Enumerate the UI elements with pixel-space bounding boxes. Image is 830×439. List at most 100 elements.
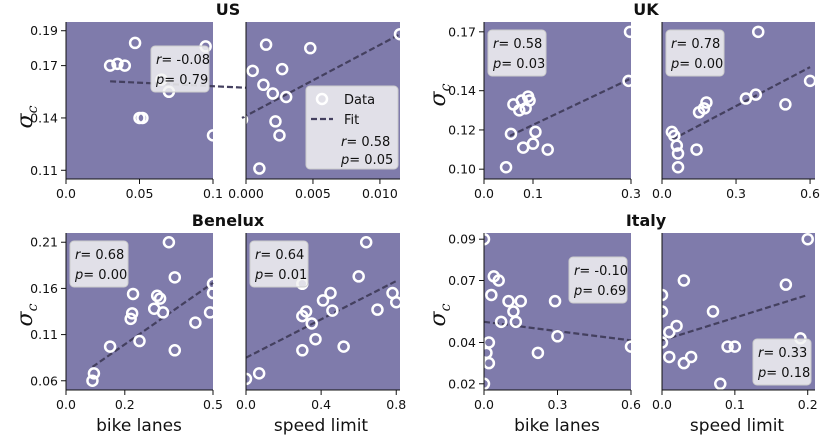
x-tick-label: 0.2 — [115, 397, 135, 412]
data-point — [128, 36, 142, 50]
x-tick-label: 0.1 — [203, 186, 223, 201]
x-tick-label: 0.1 — [523, 186, 543, 201]
y-axis-label-bottom: σc — [13, 303, 41, 326]
chart-title: Italy — [626, 211, 667, 230]
data-point — [359, 235, 373, 249]
data-point — [156, 306, 170, 319]
x-tick-label: 0.0 — [474, 186, 494, 201]
x-tick-label: 0.0 — [56, 397, 76, 412]
data-point — [168, 344, 182, 357]
x-tick-label: 0.4 — [311, 397, 331, 412]
x-tick-label: 0.2 — [798, 397, 818, 412]
data-point — [309, 332, 322, 346]
data-point — [352, 270, 365, 283]
x-tick-label: 0.0 — [56, 186, 76, 201]
data-point — [103, 340, 117, 353]
x-axis-label-bike-left: bike lanes — [96, 416, 182, 436]
data-point — [126, 287, 140, 301]
stat-p: p= 0.00 — [74, 268, 127, 283]
y-tick-label: 0.06 — [30, 373, 58, 388]
y-tick-label: 0.07 — [448, 273, 476, 288]
data-point — [514, 294, 527, 308]
data-point — [316, 294, 330, 307]
data-point — [684, 350, 698, 364]
data-point — [299, 305, 313, 318]
x-tick-label: 0.6 — [621, 397, 641, 412]
x-tick-label: 0.3 — [726, 186, 746, 201]
data-point — [751, 25, 765, 39]
data-point — [206, 129, 220, 142]
data-point — [485, 288, 498, 302]
x-tick-label: 0.0 — [236, 397, 256, 412]
data-point — [523, 94, 536, 107]
data-point — [150, 289, 164, 303]
fit-line — [245, 280, 397, 359]
stat-r: r= 0.68 — [75, 248, 124, 263]
data-point — [499, 160, 513, 174]
data-point — [779, 98, 792, 111]
data-point — [87, 367, 101, 380]
x-axis-label-bike-right: bike lanes — [514, 416, 600, 436]
y-tick-label: 0.16 — [30, 281, 58, 296]
data-point — [531, 346, 545, 360]
data-point — [86, 374, 99, 388]
data-point — [803, 74, 817, 88]
stats-box — [150, 45, 210, 93]
legend-data-marker — [315, 92, 329, 106]
y-tick-label: 0.21 — [30, 235, 58, 250]
y-tick-label: 0.04 — [448, 335, 476, 350]
data-point — [257, 78, 270, 92]
stats-box — [487, 29, 547, 77]
data-point — [494, 315, 508, 329]
data-point — [697, 102, 711, 115]
panel-uk-speed-limit: 0.0 0.3 0.6 r= 0.78 p= 0.00 — [652, 22, 820, 201]
data-point — [671, 147, 685, 160]
stats-box — [665, 29, 725, 77]
data-point — [153, 292, 167, 305]
data-point — [371, 303, 384, 316]
data-point — [526, 137, 540, 150]
x-axis-label-speed-right: speed limit — [690, 416, 784, 436]
x-tick-label: 0.005 — [295, 186, 331, 201]
panel-benelux-speed-limit: 0.0 0.4 0.8 r= 0.64 p= 0.01 — [236, 233, 406, 412]
stat-p: p= 0.69 — [573, 284, 626, 299]
y-tick-label: 0.12 — [448, 122, 476, 137]
data-point — [623, 25, 637, 39]
data-point — [269, 115, 282, 128]
data-point — [252, 367, 266, 380]
legend-fit-label: Fit — [344, 113, 359, 128]
data-point — [671, 160, 685, 174]
data-point — [690, 143, 703, 156]
fit-line — [509, 77, 631, 137]
y-tick-label: 0.02 — [448, 376, 476, 391]
chart-title: US — [216, 0, 241, 19]
data-point — [492, 274, 505, 287]
data-point — [266, 87, 280, 100]
data-point — [677, 356, 691, 370]
data-point — [663, 325, 676, 339]
stat-p: p= 0.01 — [254, 268, 307, 283]
y-tick-label: 0.11 — [30, 327, 58, 342]
stat-p: p= 0.03 — [492, 57, 545, 72]
stat-r: r= 0.33 — [758, 346, 807, 361]
data-point — [235, 113, 249, 126]
data-point — [136, 111, 149, 125]
x-tick-label: 0.6 — [800, 186, 820, 201]
panels: US 0.0 0.05 0.1 0.11 0.14 0.17 0.19 r= -0.08 p= 0… — [30, 0, 820, 412]
data-point — [509, 315, 523, 329]
data-point — [103, 59, 117, 72]
y-axis-label-bottom-right: σc — [426, 303, 454, 326]
data-point — [337, 340, 350, 353]
data-point — [502, 294, 515, 308]
legend-data-label: Data — [344, 93, 375, 108]
stat-p: p= 0.79 — [155, 73, 208, 88]
y-axis-label-top: σc — [13, 105, 41, 128]
data-point — [111, 57, 124, 71]
data-point — [779, 278, 793, 291]
data-point — [326, 304, 339, 317]
data-point — [541, 143, 554, 156]
y-axis-label-top-right: σc — [426, 83, 454, 106]
x-tick-label: 0.0 — [474, 397, 494, 412]
chart-title: UK — [633, 0, 659, 19]
data-point — [253, 162, 266, 175]
